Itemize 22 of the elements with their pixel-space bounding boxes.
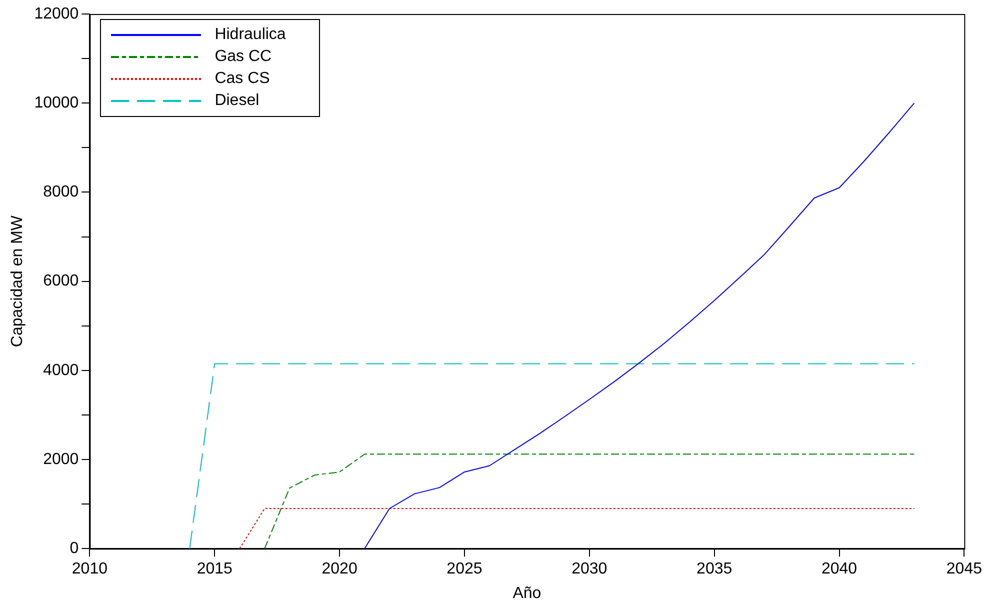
x-tick-label: 2045 — [946, 560, 982, 578]
legend-label: Gas CC — [214, 48, 272, 66]
x-tick-label: 2035 — [696, 560, 732, 578]
line-series — [264, 454, 915, 549]
x-tick-label: 2010 — [72, 560, 108, 578]
y-tick-label: 2000 — [43, 450, 79, 468]
x-axis-title: Año — [512, 584, 542, 602]
y-tick-label: 6000 — [43, 272, 79, 290]
x-tick-label: 2025 — [446, 560, 482, 578]
x-tick-label: 2040 — [821, 560, 858, 578]
y-axis-title: Capacidad en MW — [9, 214, 26, 348]
y-tick-label: 10000 — [34, 94, 79, 112]
legend-label: Diesel — [214, 92, 260, 110]
y-tick-label: 4000 — [43, 362, 79, 379]
x-tick-label: 2015 — [196, 560, 233, 578]
y-tick-label: 0 — [70, 540, 79, 558]
legend-label: Hidraulica — [214, 26, 286, 44]
y-tick-label: 8000 — [43, 184, 79, 201]
x-tick-label: 2020 — [322, 560, 358, 578]
x-tick-label: 2030 — [572, 560, 608, 578]
y-tick-label: 12000 — [34, 5, 79, 22]
legend-label: Cas CS — [214, 70, 270, 88]
